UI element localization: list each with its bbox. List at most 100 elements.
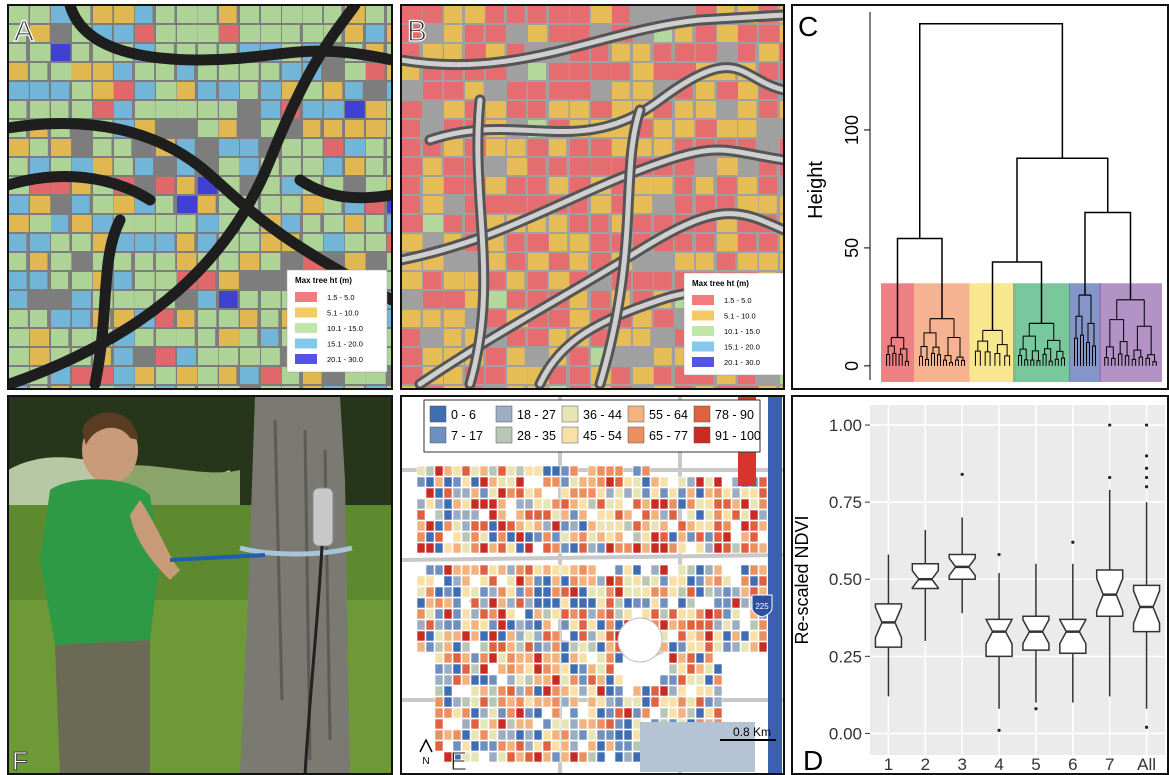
parcel [387, 44, 392, 61]
parcel [507, 348, 525, 365]
box [1132, 584, 1161, 633]
parcel [614, 729, 624, 741]
legend-label: 10.1 - 15.0 [724, 327, 760, 336]
parcel [668, 586, 678, 598]
parcel [452, 696, 462, 708]
branch [887, 345, 895, 355]
parcel [443, 509, 453, 521]
legend-swatch [693, 405, 711, 423]
parcel [570, 82, 591, 99]
parcel [650, 487, 660, 499]
x-tick-label: 5 [1031, 755, 1040, 774]
road-center [401, 12, 784, 68]
parcel [425, 531, 435, 543]
x-tick-label: 2 [921, 755, 930, 774]
branch [1138, 356, 1144, 361]
parcel [524, 630, 534, 642]
parcel [738, 25, 758, 42]
parcel [569, 674, 579, 686]
parcel [402, 6, 423, 23]
parcel [596, 608, 606, 620]
parcel [612, 44, 630, 61]
parcel [282, 63, 302, 80]
parcel [675, 101, 693, 118]
parcel [488, 707, 498, 719]
parcel [461, 729, 471, 741]
parcel [177, 234, 195, 251]
parcel [614, 586, 624, 598]
parcel [695, 663, 705, 675]
parcel [515, 520, 525, 532]
parcel [533, 531, 543, 543]
parcel [758, 487, 768, 499]
parcel [240, 253, 260, 270]
parcel [551, 608, 561, 620]
parcel [578, 542, 588, 554]
parcel [605, 476, 615, 488]
parcel [282, 139, 301, 156]
parcel [282, 386, 300, 389]
branch [1147, 354, 1156, 362]
parcel [452, 509, 462, 521]
parcel [402, 329, 420, 346]
parcel [654, 139, 672, 156]
parcel [569, 718, 579, 730]
parcel [515, 542, 525, 554]
parcel [717, 25, 738, 42]
parcel [156, 253, 176, 270]
parcel [549, 329, 567, 346]
parcel [528, 329, 549, 346]
parcel [633, 63, 654, 80]
parcel [72, 215, 92, 232]
parcel [780, 386, 784, 389]
parcel [654, 386, 675, 389]
outlier [1108, 475, 1112, 480]
parcel [497, 751, 507, 763]
parcel [479, 476, 489, 488]
arm [130, 500, 180, 580]
parcel [740, 564, 750, 576]
parcel [533, 608, 543, 620]
parcel [114, 82, 134, 99]
parcel [549, 310, 570, 327]
parcel [366, 177, 387, 194]
parcel [72, 158, 93, 175]
parcel [488, 465, 498, 477]
parcel [650, 542, 660, 554]
parcel [578, 652, 588, 664]
parcel [261, 101, 280, 118]
parcel [633, 367, 654, 384]
head [82, 416, 138, 484]
parcel [423, 177, 444, 194]
parcel [677, 564, 687, 576]
parcel [423, 386, 444, 389]
parcel [515, 652, 525, 664]
parcel [605, 729, 615, 741]
parcel [198, 367, 218, 384]
y-tick-label: 0.75 [829, 493, 862, 512]
parcel [444, 177, 465, 194]
parcel [650, 608, 660, 620]
parcel [578, 619, 588, 631]
parcel [479, 498, 489, 510]
parcel [659, 707, 669, 719]
branch [1060, 357, 1065, 362]
panel-f: F [8, 396, 392, 774]
parcel [605, 608, 615, 620]
parcel [713, 663, 723, 675]
parcel [675, 196, 693, 213]
parcel [261, 6, 282, 23]
parcel [587, 707, 597, 719]
parcel [497, 487, 507, 499]
parcel [533, 641, 543, 653]
parcel [542, 740, 552, 752]
parcel [156, 386, 176, 389]
parcel [423, 272, 442, 289]
parcel [324, 82, 343, 99]
parcel [623, 597, 633, 609]
parcel [515, 740, 525, 752]
parcel [780, 44, 784, 61]
parcel [738, 120, 757, 137]
parcel [425, 608, 435, 620]
parcel [51, 44, 71, 61]
